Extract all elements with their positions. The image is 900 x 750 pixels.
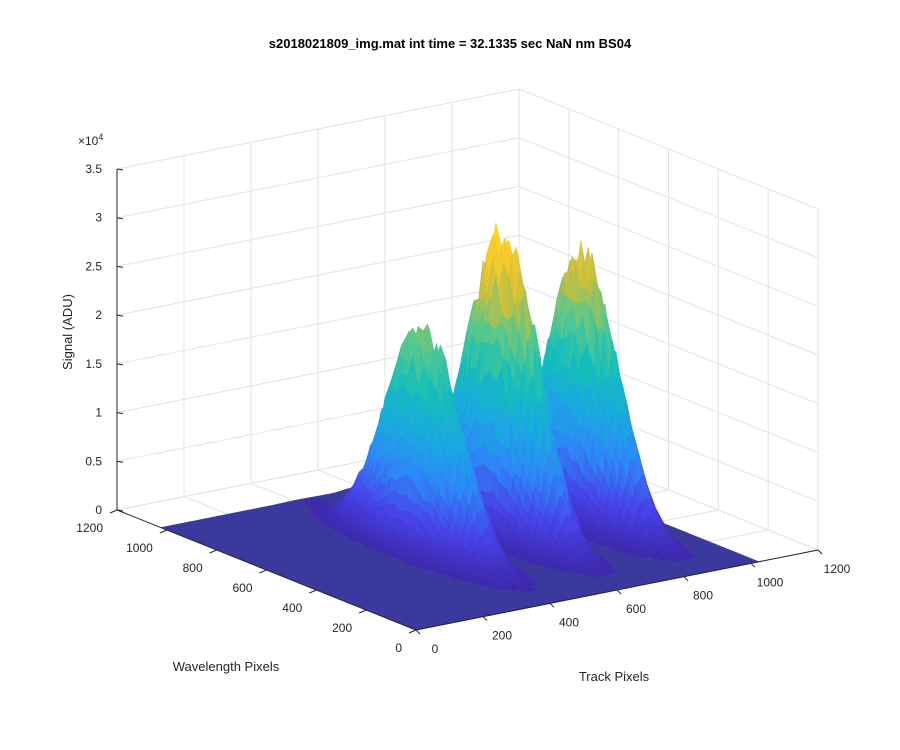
surface-mesh [159,222,761,631]
